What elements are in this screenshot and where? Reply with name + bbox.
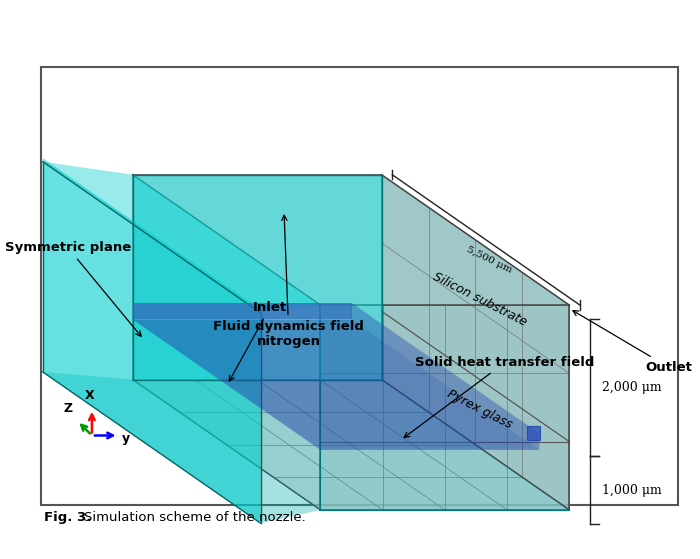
Text: Fluid dynamics field
nitrogen: Fluid dynamics field nitrogen xyxy=(214,215,364,348)
Polygon shape xyxy=(133,175,321,510)
Polygon shape xyxy=(133,175,382,380)
Polygon shape xyxy=(321,305,569,510)
Text: Symmetric plane: Symmetric plane xyxy=(5,241,141,337)
Polygon shape xyxy=(133,303,351,319)
Bar xyxy=(41,67,678,505)
Polygon shape xyxy=(382,175,569,510)
Text: Inlet: Inlet xyxy=(230,301,287,381)
Polygon shape xyxy=(133,175,382,380)
Text: Z: Z xyxy=(64,402,73,415)
Polygon shape xyxy=(133,175,569,305)
Text: 5,500 μm: 5,500 μm xyxy=(465,245,513,274)
Text: 1,000 μm: 1,000 μm xyxy=(602,484,662,496)
Polygon shape xyxy=(43,372,321,523)
Polygon shape xyxy=(43,162,321,313)
Polygon shape xyxy=(43,158,260,523)
Text: y: y xyxy=(122,432,130,444)
Text: Silicon substrate: Silicon substrate xyxy=(431,269,529,328)
Text: Solid heat transfer field: Solid heat transfer field xyxy=(404,356,595,438)
Text: 2,000 μm: 2,000 μm xyxy=(602,381,662,394)
Polygon shape xyxy=(382,175,569,510)
Polygon shape xyxy=(351,303,540,450)
Text: Outlet: Outlet xyxy=(573,311,692,373)
Text: X: X xyxy=(85,389,94,402)
Text: Simulation scheme of the nozzle.: Simulation scheme of the nozzle. xyxy=(84,511,306,524)
Polygon shape xyxy=(133,380,569,510)
Text: Fig. 3.: Fig. 3. xyxy=(45,511,92,524)
Polygon shape xyxy=(527,426,540,440)
Text: Pyrex glass: Pyrex glass xyxy=(445,387,514,431)
Polygon shape xyxy=(133,319,540,450)
Polygon shape xyxy=(133,380,569,510)
